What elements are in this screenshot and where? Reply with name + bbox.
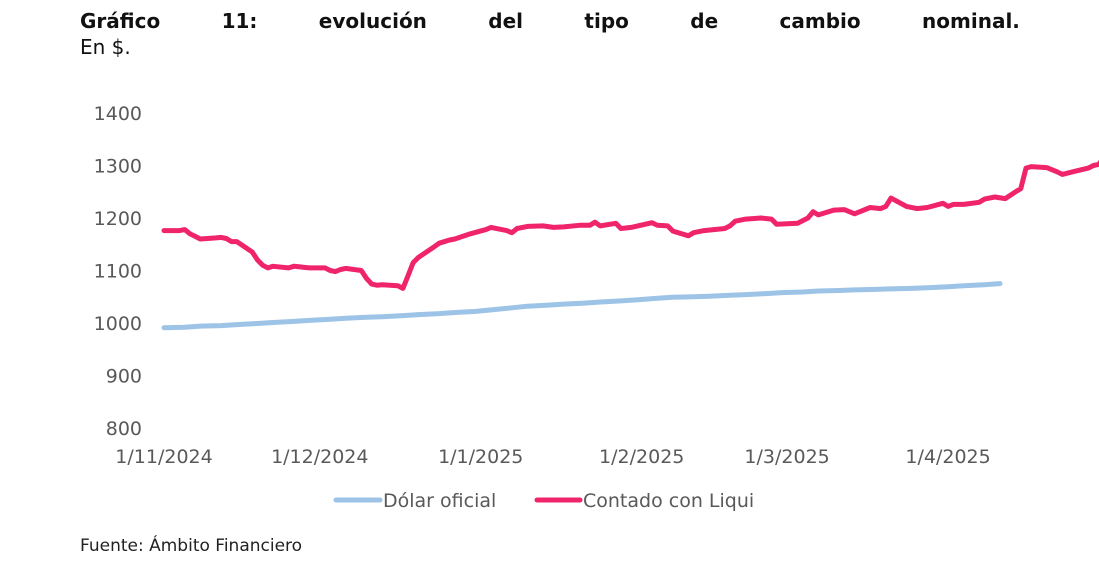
chart-title-block: Gráfico 11: evolución del tipo de cambio…: [80, 8, 1020, 60]
source-note: Fuente: Ámbito Financiero: [80, 536, 303, 556]
legend-label: Dólar oficial: [383, 490, 496, 512]
title-word: de: [690, 9, 719, 33]
legend: Dólar oficial Contado con Liqui: [333, 490, 754, 512]
x-tick-label: 1/11/2024: [115, 446, 212, 468]
title-word: cambio: [779, 9, 861, 33]
x-tick-label: 1/1/2025: [438, 446, 523, 468]
title-word: Gráfico: [80, 9, 161, 33]
x-tick-label: 1/12/2024: [271, 446, 368, 468]
x-tick-label: 1/2/2025: [599, 446, 684, 468]
y-tick-label: 1400: [94, 103, 142, 125]
x-axis: 1/11/2024 1/12/2024 1/1/2025 1/2/2025 1/3/20…: [115, 446, 990, 468]
chart-subtitle: En $.: [80, 35, 131, 59]
series-line-contado-con-liqui: [161, 159, 1099, 291]
x-tick-label: 1/3/2025: [744, 446, 829, 468]
plot-area: [161, 159, 1099, 331]
y-tick-label: 1300: [94, 156, 142, 178]
title-word: tipo: [584, 9, 629, 33]
chart-title: Gráfico 11: evolución del tipo de cambio…: [80, 8, 1020, 34]
y-tick-label: 900: [106, 366, 142, 388]
title-word: evolución: [318, 9, 427, 33]
title-word: nominal.: [922, 9, 1020, 33]
y-axis: 800 900 1000 1100 1200 1300 1400: [94, 103, 142, 440]
title-word: del: [488, 9, 524, 33]
legend-label: Contado con Liqui: [583, 490, 754, 512]
series-line-dolar-oficial: [161, 281, 1003, 331]
y-tick-label: 1000: [94, 313, 142, 335]
y-tick-label: 1200: [94, 208, 142, 230]
y-tick-label: 800: [106, 418, 142, 440]
title-word: 11:: [221, 9, 258, 33]
y-tick-label: 1100: [94, 261, 142, 283]
x-tick-label: 1/4/2025: [905, 446, 990, 468]
